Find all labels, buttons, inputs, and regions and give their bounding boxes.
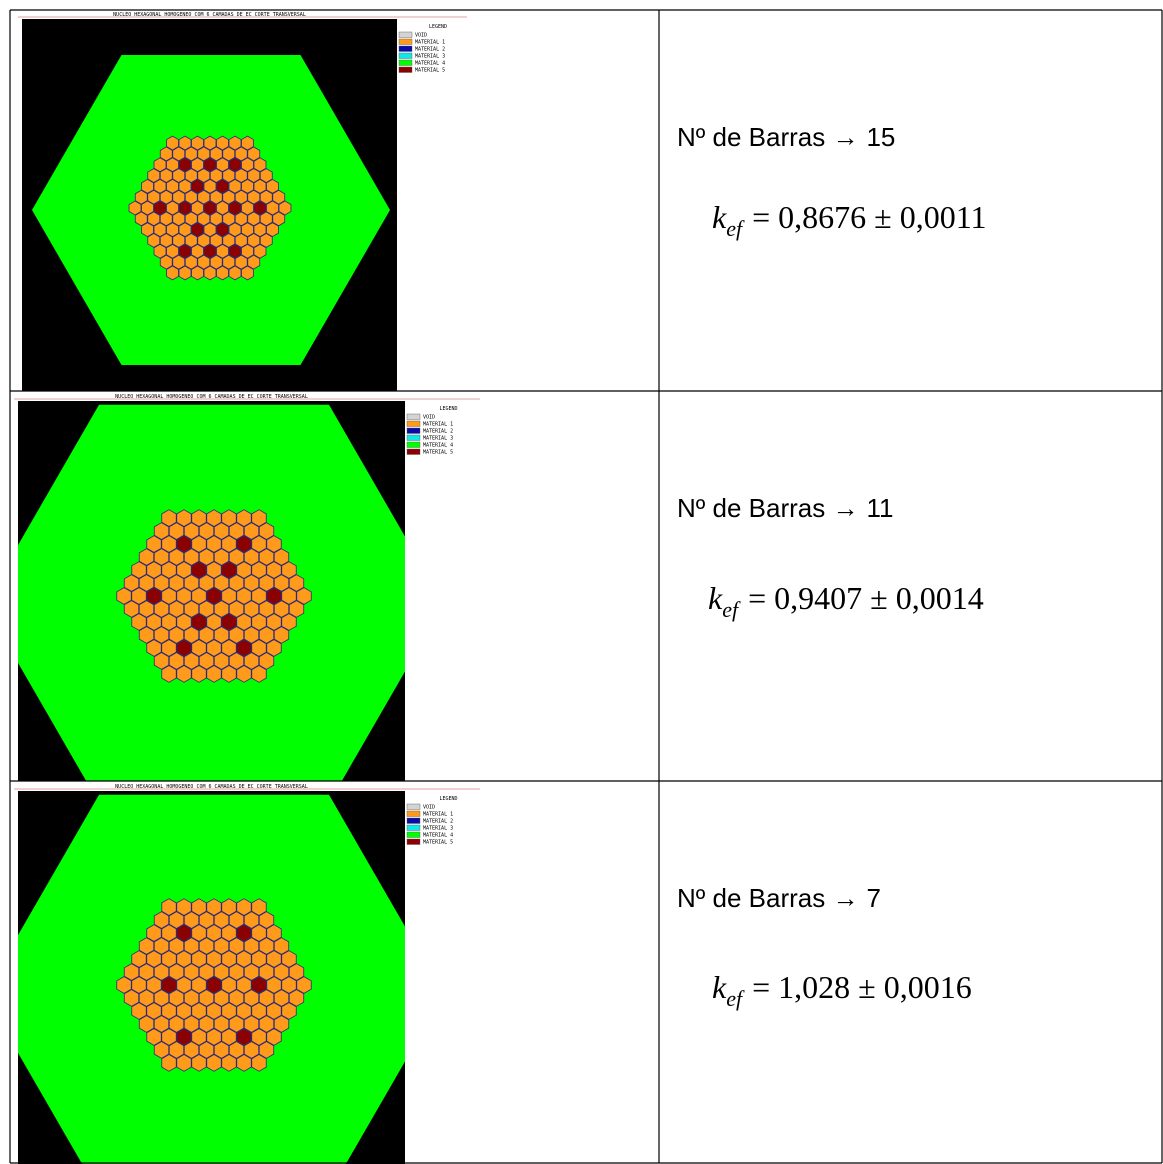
k-symbol: k — [708, 580, 723, 616]
legend-label: MATERIAL 2 — [423, 429, 453, 435]
fuel-assembly — [177, 1055, 191, 1072]
legend-swatch — [407, 421, 420, 427]
k-subscript: ef — [722, 597, 741, 622]
fuel-assembly — [207, 1055, 221, 1072]
legend-title: LEGEND — [429, 24, 447, 30]
k-subscript: ef — [726, 216, 745, 241]
table-row: NUCLEO HEXAGONAL HOMOGENEO COM 6 CAMADAS… — [18, 10, 987, 391]
fuel-assembly — [192, 266, 204, 280]
legend-label: MATERIAL 4 — [415, 61, 445, 67]
legend-swatch — [407, 435, 420, 441]
k-formula: kef = 1,028 ± 0,0016 — [712, 969, 972, 1011]
k-symbol: k — [712, 199, 727, 235]
fuel-assembly — [222, 1055, 236, 1072]
fuel-assembly — [237, 666, 251, 683]
legend-label: VOID — [415, 33, 427, 39]
legend-label: MATERIAL 2 — [415, 47, 445, 53]
fuel-assembly — [167, 266, 179, 280]
fuel-assembly — [179, 266, 191, 280]
legend-label: MATERIAL 2 — [423, 819, 453, 825]
legend-label: MATERIAL 5 — [415, 68, 445, 74]
legend-swatch — [399, 32, 412, 38]
fuel-assembly — [229, 266, 241, 280]
legend-swatch — [407, 414, 420, 420]
bars-count: 15 — [866, 122, 895, 152]
fuel-assembly — [204, 266, 216, 280]
table-row: NUCLEO HEXAGONAL HOMOGENEO COM 6 CAMADAS… — [0, 391, 984, 803]
legend-label: MATERIAL 3 — [415, 54, 445, 60]
legend-swatch — [407, 442, 420, 448]
legend-label: MATERIAL 1 — [423, 812, 453, 818]
legend-swatch — [407, 804, 420, 810]
k-value: = 0,8676 ± 0,0011 — [752, 199, 986, 235]
bars-line: Nº de Barras → 15 — [677, 122, 895, 152]
table-row: NUCLEO HEXAGONAL HOMOGENEO COM 6 CAMADAS… — [0, 781, 972, 1164]
fuel-assembly — [192, 666, 206, 683]
legend-label: MATERIAL 4 — [423, 443, 453, 449]
bars-line: Nº de Barras → 7 — [677, 883, 881, 913]
legend-swatch — [399, 53, 412, 59]
fuel-assembly — [192, 1055, 206, 1072]
document: NUCLEO HEXAGONAL HOMOGENEO COM 6 CAMADAS… — [0, 0, 1163, 1164]
legend-label: MATERIAL 5 — [423, 450, 453, 456]
legend-label: MATERIAL 3 — [423, 436, 453, 442]
bars-label: Nº de Barras → — [677, 122, 858, 152]
legend-swatch — [399, 60, 412, 66]
legend-swatch — [399, 67, 412, 73]
legend-swatch — [407, 839, 420, 845]
bars-count: 7 — [866, 883, 880, 913]
legend-label: MATERIAL 5 — [423, 840, 453, 846]
legend-title: LEGEND — [439, 406, 457, 412]
legend-label: MATERIAL 3 — [423, 826, 453, 832]
k-value: = 0,9407 ± 0,0014 — [748, 580, 984, 616]
legend-swatch — [399, 46, 412, 52]
bars-label: Nº de Barras → — [677, 493, 858, 523]
k-value: = 1,028 ± 0,0016 — [752, 969, 972, 1005]
bars-label: Nº de Barras → — [677, 883, 858, 913]
legend-swatch — [399, 39, 412, 45]
k-symbol: k — [712, 969, 727, 1005]
fuel-assembly — [217, 266, 229, 280]
legend-swatch — [407, 825, 420, 831]
legend-label: VOID — [423, 415, 435, 421]
legend-label: MATERIAL 4 — [423, 833, 453, 839]
fuel-assembly — [252, 666, 266, 683]
legend-swatch — [407, 832, 420, 838]
legend-swatch — [407, 818, 420, 824]
fuel-assembly — [207, 666, 221, 683]
legend-title: LEGEND — [439, 796, 457, 802]
fuel-assembly — [242, 266, 254, 280]
legend-label: VOID — [423, 805, 435, 811]
bars-count: 11 — [866, 493, 893, 523]
k-formula: kef = 0,9407 ± 0,0014 — [708, 580, 984, 622]
fuel-assembly — [162, 666, 176, 683]
fuel-assembly — [237, 1055, 251, 1072]
fuel-assembly — [222, 666, 236, 683]
bars-line: Nº de Barras → 11 — [677, 493, 893, 523]
fuel-assembly — [162, 1055, 176, 1072]
legend-swatch — [407, 811, 420, 817]
k-formula: kef = 0,8676 ± 0,0011 — [712, 199, 987, 241]
k-subscript: ef — [726, 986, 745, 1011]
legend-label: MATERIAL 1 — [423, 422, 453, 428]
legend-swatch — [407, 449, 420, 455]
fuel-assembly — [177, 666, 191, 683]
legend-label: MATERIAL 1 — [415, 40, 445, 46]
fuel-assembly — [252, 1055, 266, 1072]
legend-swatch — [407, 428, 420, 434]
